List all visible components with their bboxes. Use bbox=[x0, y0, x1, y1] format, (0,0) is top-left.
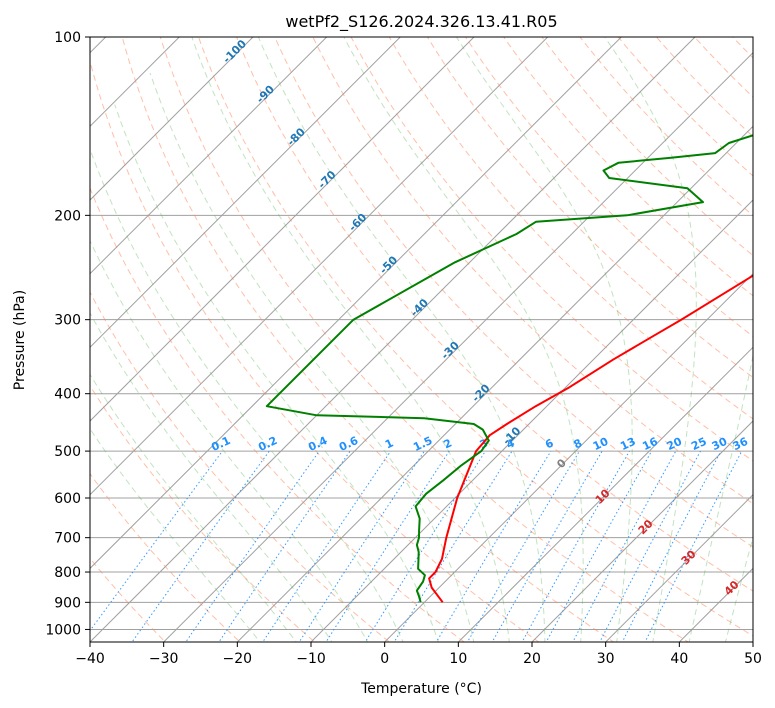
dry-adiabat-line bbox=[236, 37, 753, 592]
dry-adiabat-line bbox=[90, 291, 391, 642]
mixing-ratio-line bbox=[435, 450, 552, 642]
x-tick-label: 50 bbox=[744, 651, 762, 667]
axes: −40 −30 −20 −10 0 10 20 30 40 50 100 200 300 400 500 60… bbox=[45, 30, 762, 667]
moist-adiabat-line bbox=[191, 37, 510, 642]
isotherm-line bbox=[90, 37, 254, 201]
moist-adiabat-line bbox=[724, 535, 753, 642]
mixing-ratio-label: 25 bbox=[689, 435, 708, 453]
temperature-line bbox=[428, 274, 753, 603]
mixing-ratio-label: 10 bbox=[591, 435, 611, 453]
moist-adiabat-line bbox=[114, 104, 439, 642]
dry-adiabat-line bbox=[312, 37, 753, 505]
mixing-ratio-label: 36 bbox=[731, 435, 751, 453]
mixing-ratio-line bbox=[262, 450, 392, 642]
y-tick-label: 700 bbox=[54, 531, 81, 547]
isotherm-line bbox=[310, 199, 753, 642]
moist-adiabat-line bbox=[455, 37, 633, 642]
y-tick-label: 1000 bbox=[45, 622, 81, 638]
x-tick-label: −40 bbox=[75, 651, 105, 667]
x-axis-label: Temperature (°C) bbox=[360, 681, 482, 697]
x-tick-label: 40 bbox=[670, 651, 688, 667]
mixing-ratio-label: 16 bbox=[640, 435, 660, 453]
dry-adiabat-line bbox=[90, 59, 540, 642]
mixing-ratio-line bbox=[298, 450, 425, 642]
isotherm-line bbox=[90, 37, 328, 275]
mixing-ratio-line bbox=[325, 450, 450, 642]
moist-adiabat-line bbox=[90, 239, 369, 642]
moist-adiabat-line bbox=[343, 37, 584, 642]
dry-adiabat-line bbox=[90, 384, 316, 642]
plot-frame bbox=[89, 36, 754, 643]
background-lines bbox=[90, 37, 753, 642]
isotherm-line bbox=[457, 346, 753, 642]
x-tick-label: −30 bbox=[149, 651, 179, 667]
y-tick-label: 800 bbox=[54, 565, 81, 581]
dry-adiabat-line bbox=[90, 472, 241, 642]
x-tick-label: 0 bbox=[380, 651, 389, 667]
dry-adiabat-line bbox=[90, 186, 465, 642]
x-tick-label: −10 bbox=[296, 651, 326, 667]
x-tick-label: 10 bbox=[449, 651, 467, 667]
mixing-ratio-label: 30 bbox=[710, 435, 730, 453]
profile-lines bbox=[265, 134, 753, 603]
isotherm-line bbox=[90, 37, 696, 642]
isotherm-line bbox=[90, 37, 181, 128]
moist-adiabat-line bbox=[688, 353, 753, 642]
y-tick-label: 100 bbox=[54, 30, 81, 46]
mixing-ratio-line bbox=[599, 450, 701, 642]
dry-adiabat-line bbox=[426, 37, 753, 379]
mixing-ratio-label: 13 bbox=[618, 435, 637, 453]
mixing-ratio-line bbox=[218, 450, 351, 642]
isotherm-line bbox=[90, 37, 549, 496]
x-tick-label: −20 bbox=[223, 651, 253, 667]
isotherm-line bbox=[604, 493, 753, 642]
mixing-ratio-line bbox=[393, 450, 513, 642]
mixing-ratio-line bbox=[572, 450, 677, 642]
y-tick-label: 600 bbox=[54, 491, 81, 507]
isotherm-line bbox=[236, 125, 753, 642]
y-tick-label: 400 bbox=[54, 387, 81, 403]
chart-title: wetPf2_S126.2024.326.13.41.R05 bbox=[285, 12, 557, 32]
isotherm-line bbox=[90, 37, 402, 349]
dry-adiabat-line bbox=[159, 37, 690, 642]
x-tick-label: 30 bbox=[597, 651, 615, 667]
y-tick-label: 300 bbox=[54, 313, 81, 329]
dry-adiabat-line bbox=[503, 37, 753, 297]
dewpoint-line bbox=[265, 134, 753, 603]
moist-adiabat-line bbox=[90, 147, 404, 642]
y-tick-label: 900 bbox=[54, 595, 81, 611]
dry-adiabat-line bbox=[274, 37, 753, 548]
moist-adiabat-line bbox=[604, 37, 697, 642]
isotherm-line bbox=[531, 420, 753, 642]
y-tick-label: 500 bbox=[54, 444, 81, 460]
mixing-ratio-line bbox=[545, 450, 653, 642]
moist-adiabat-line bbox=[90, 427, 261, 642]
moist-adiabat-line bbox=[90, 373, 297, 642]
dry-adiabat-line bbox=[465, 37, 753, 338]
mixing-ratio-label: 20 bbox=[665, 435, 685, 453]
isotherm-line bbox=[90, 37, 623, 570]
isotherm-line bbox=[90, 37, 475, 422]
mixing-ratio-line bbox=[131, 450, 270, 642]
x-tick-label: 20 bbox=[523, 651, 541, 667]
mixing-ratio-line bbox=[491, 450, 603, 642]
y-axis-label: Pressure (hPa) bbox=[12, 290, 28, 390]
moist-adiabat-line bbox=[257, 37, 546, 642]
mixing-ratio-line bbox=[466, 450, 580, 642]
y-tick-label: 200 bbox=[54, 208, 81, 224]
isotherm-line bbox=[162, 51, 753, 642]
mixing-ratio-line bbox=[364, 450, 486, 642]
moist-adiabat-line bbox=[90, 311, 333, 642]
moist-adiabat-line bbox=[149, 72, 475, 642]
dry-adiabat-line bbox=[197, 37, 753, 637]
